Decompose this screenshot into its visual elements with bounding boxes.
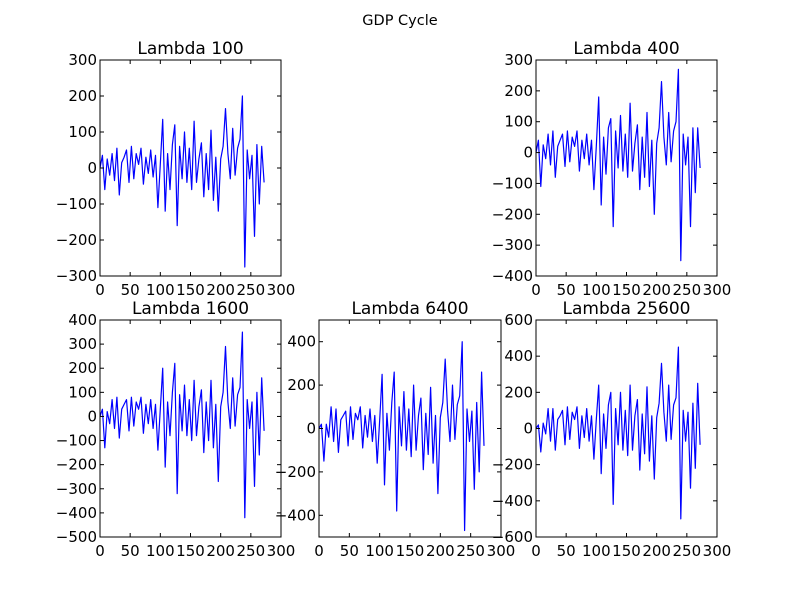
y-tick-label: 0: [87, 407, 97, 425]
y-tick-label: 300: [504, 51, 533, 69]
y-tick-label: 0: [523, 420, 533, 438]
y-tick-label: −600: [492, 528, 533, 546]
series-line: [536, 346, 701, 520]
subplot-title: Lambda 25600: [563, 299, 691, 319]
x-tick-label: 150: [612, 281, 641, 299]
x-tick-label: 50: [121, 542, 140, 560]
y-tick-label: −400: [492, 267, 533, 285]
x-tick-label: 200: [642, 281, 671, 299]
y-tick-label: −400: [275, 506, 316, 524]
x-tick-label: 100: [582, 281, 611, 299]
y-tick-label: −300: [56, 480, 97, 498]
y-tick-label: −400: [56, 504, 97, 522]
x-tick-label: 200: [206, 281, 235, 299]
y-tick-label: 200: [287, 376, 316, 394]
y-tick-label: 300: [68, 335, 97, 353]
series-line: [536, 68, 701, 262]
y-tick-label: −100: [56, 195, 97, 213]
figure-title: GDP Cycle: [362, 13, 437, 29]
y-tick-label: −300: [492, 236, 533, 254]
x-tick-label: 300: [487, 542, 516, 560]
x-tick-label: 200: [426, 542, 455, 560]
y-tick-label: 400: [504, 347, 533, 365]
y-tick-label: 100: [504, 113, 533, 131]
y-tick-label: −200: [275, 463, 316, 481]
x-tick-label: 300: [267, 281, 296, 299]
axes-frame: [535, 59, 718, 277]
x-tick-label: 300: [267, 542, 296, 560]
y-tick-label: 200: [68, 87, 97, 105]
y-tick-label: 0: [87, 159, 97, 177]
x-tick-label: 50: [557, 542, 576, 560]
y-tick-label: −100: [56, 432, 97, 450]
subplot-title: Lambda 1600: [132, 299, 249, 319]
y-tick-label: −100: [492, 174, 533, 192]
y-tick-label: 100: [68, 383, 97, 401]
x-tick-label: 250: [456, 542, 485, 560]
x-tick-label: 150: [612, 542, 641, 560]
subplot-title: Lambda 6400: [351, 299, 468, 319]
x-tick-label: 200: [642, 542, 671, 560]
x-tick-label: 250: [673, 542, 702, 560]
y-tick-label: 0: [306, 420, 316, 438]
y-tick-label: −500: [56, 528, 97, 546]
y-tick-label: 100: [68, 123, 97, 141]
y-tick-label: 600: [504, 311, 533, 329]
y-tick-label: 200: [504, 383, 533, 401]
y-tick-label: 400: [68, 311, 97, 329]
y-tick-label: 200: [68, 359, 97, 377]
x-tick-label: 50: [121, 281, 140, 299]
x-tick-label: 100: [146, 281, 175, 299]
y-tick-label: 0: [523, 144, 533, 162]
x-tick-label: 0: [531, 281, 541, 299]
x-tick-label: 50: [557, 281, 576, 299]
x-tick-label: 100: [365, 542, 394, 560]
y-tick-label: −200: [492, 205, 533, 223]
x-tick-label: 200: [206, 542, 235, 560]
x-tick-label: 0: [531, 542, 541, 560]
y-tick-label: −200: [56, 231, 97, 249]
x-tick-label: 50: [340, 542, 359, 560]
y-tick-label: −200: [492, 456, 533, 474]
y-tick-label: 300: [68, 51, 97, 69]
x-tick-label: 100: [582, 542, 611, 560]
x-tick-label: 0: [95, 281, 105, 299]
y-tick-label: 200: [504, 82, 533, 100]
y-tick-label: 400: [287, 333, 316, 351]
x-tick-label: 250: [237, 281, 266, 299]
x-tick-label: 250: [237, 542, 266, 560]
y-tick-label: −400: [492, 492, 533, 510]
x-tick-label: 0: [314, 542, 324, 560]
series-line: [100, 95, 265, 268]
x-tick-label: 300: [703, 542, 732, 560]
x-tick-label: 150: [176, 281, 205, 299]
x-tick-label: 300: [703, 281, 732, 299]
y-tick-label: −300: [56, 267, 97, 285]
y-tick-label: −200: [56, 456, 97, 474]
x-tick-label: 0: [95, 542, 105, 560]
x-tick-label: 100: [146, 542, 175, 560]
subplot-title: Lambda 100: [137, 39, 243, 59]
x-tick-label: 150: [396, 542, 425, 560]
series-line: [319, 341, 485, 532]
subplot-title: Lambda 400: [573, 39, 679, 59]
x-tick-label: 150: [176, 542, 205, 560]
series-line: [100, 331, 265, 519]
x-tick-label: 250: [673, 281, 702, 299]
